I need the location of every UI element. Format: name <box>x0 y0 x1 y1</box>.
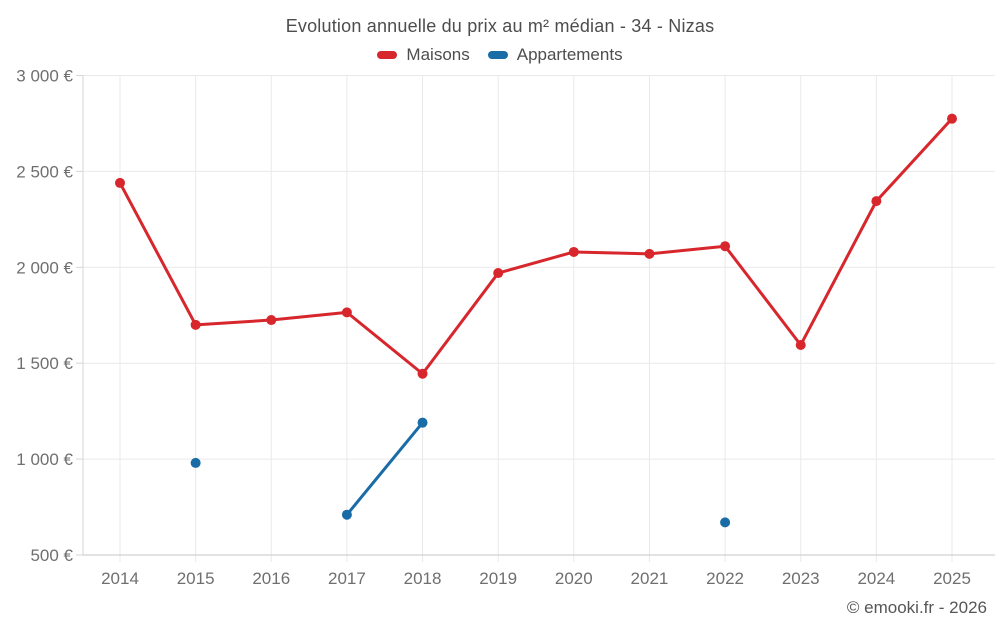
x-tick-label-2016: 2016 <box>252 569 290 588</box>
x-tick-label-2023: 2023 <box>782 569 820 588</box>
x-tick-label-2015: 2015 <box>177 569 215 588</box>
data-point-maisons-2021[interactable] <box>644 248 655 259</box>
legend-label: Appartements <box>516 45 623 64</box>
line-segment-maisons <box>647 244 727 256</box>
line-segment-maisons <box>118 181 198 327</box>
x-tick-label-2018: 2018 <box>404 569 442 588</box>
x-tick-label-2022: 2022 <box>706 569 744 588</box>
legend-swatch-appartements <box>487 51 508 59</box>
line-segment-maisons <box>874 117 954 203</box>
x-tick-label-2025: 2025 <box>933 569 971 588</box>
data-point-maisons-2025[interactable] <box>947 113 957 124</box>
x-tick-label-2014: 2014 <box>101 569 139 588</box>
y-tick-label: 500 € <box>30 546 73 565</box>
data-point-maisons-2020[interactable] <box>568 246 579 257</box>
line-segment-appartements <box>345 421 425 517</box>
data-point-maisons-2019[interactable] <box>493 268 504 279</box>
data-point-maisons-2022[interactable] <box>720 241 731 252</box>
x-tick-label-2021: 2021 <box>631 569 669 588</box>
y-tick-label: 1 500 € <box>16 354 73 373</box>
line-segment-maisons <box>496 250 576 275</box>
x-tick-label-2019: 2019 <box>479 569 517 588</box>
data-point-appartements-2017[interactable] <box>341 509 352 520</box>
watermark: © emooki.fr - 2026 <box>846 598 987 617</box>
chart-legend: Maisons Appartements <box>0 45 1000 65</box>
legend-item-maisons[interactable]: Maisons <box>377 45 470 65</box>
data-point-maisons-2018[interactable] <box>417 368 428 379</box>
data-point-maisons-2017[interactable] <box>341 307 352 318</box>
y-tick-label: 2 000 € <box>16 258 73 277</box>
data-point-maisons-2023[interactable] <box>795 339 806 350</box>
data-point-maisons-2014[interactable] <box>115 177 125 188</box>
line-segment-maisons <box>194 318 273 327</box>
data-point-appartements-2015[interactable] <box>190 457 201 468</box>
x-tick-label-2020: 2020 <box>555 569 593 588</box>
line-segment-maisons <box>799 199 878 347</box>
legend-item-appartements[interactable]: Appartements <box>487 45 623 65</box>
legend-label: Maisons <box>406 45 470 64</box>
data-point-maisons-2016[interactable] <box>266 315 277 326</box>
line-segment-maisons <box>269 310 349 322</box>
data-point-appartements-2022[interactable] <box>720 517 731 528</box>
line-segment-maisons <box>345 310 425 376</box>
data-point-maisons-2015[interactable] <box>190 319 201 330</box>
legend-swatch-maisons <box>377 51 398 59</box>
line-segment-maisons <box>723 244 803 347</box>
y-tick-label: 3 000 € <box>16 67 73 86</box>
data-point-maisons-2024[interactable] <box>871 196 882 207</box>
chart-title: Evolution annuelle du prix au m² médian … <box>285 16 715 36</box>
line-segment-maisons <box>572 250 651 256</box>
x-tick-label-2024: 2024 <box>857 569 895 588</box>
x-tick-label-2017: 2017 <box>328 569 366 588</box>
y-tick-label: 1 000 € <box>16 450 73 469</box>
y-tick-label: 2 500 € <box>16 162 73 181</box>
line-segment-maisons <box>421 271 500 376</box>
data-point-appartements-2018[interactable] <box>417 417 428 428</box>
